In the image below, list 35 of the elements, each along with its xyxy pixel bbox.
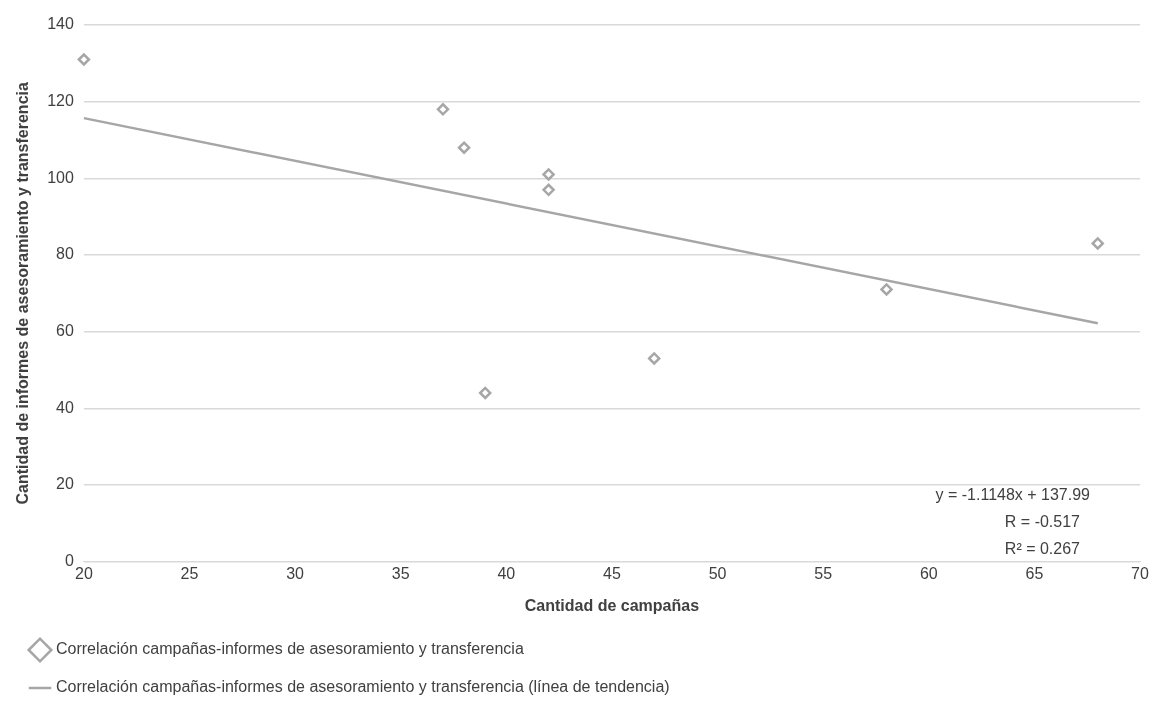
y-tick-label: 40 — [56, 398, 74, 416]
y-axis-title: Cantidad de informes de asesoramiento y transferencia — [14, 82, 32, 505]
x-tick-label: 45 — [603, 564, 621, 582]
point — [542, 183, 555, 197]
x-tick-label: 70 — [1131, 564, 1149, 582]
annotation: y = -1.1148x + 137.99 — [935, 485, 1091, 503]
y-tick-label: 60 — [56, 322, 74, 340]
y-tick-label: 80 — [56, 245, 74, 263]
x-tick-label: 30 — [286, 564, 305, 582]
x-tick-label: 40 — [497, 564, 516, 582]
legend-label: Correlación campañas-informes de asesoramiento y transferencia — [56, 640, 524, 658]
x-tick-label: 35 — [391, 564, 410, 582]
y-tick-label: 0 — [64, 552, 74, 570]
point — [478, 386, 492, 400]
point — [436, 103, 450, 116]
x-tick-label: 50 — [708, 564, 727, 582]
y-tick-label: 120 — [47, 92, 74, 110]
annotation: R = -0.517 — [1004, 512, 1081, 530]
point — [457, 141, 471, 154]
legend-label: Correlación campañas-informes de asesoramiento y transferencia (línea de tendencia) — [56, 678, 670, 696]
y-tick-label: 100 — [47, 168, 74, 186]
annotation: R² = 0.267 — [1004, 539, 1081, 557]
point — [542, 168, 555, 181]
y-tick-label: 20 — [56, 475, 74, 493]
x-tick-label: 55 — [814, 564, 833, 582]
point — [1091, 237, 1105, 250]
x-tick-label: 65 — [1025, 564, 1044, 582]
x-axis-title: Cantidad de campañas — [524, 596, 700, 614]
point — [647, 352, 661, 365]
x-tick-label: 20 — [75, 564, 93, 582]
point — [77, 53, 91, 66]
x-tick-label: 60 — [919, 564, 938, 582]
x-tick-label: 25 — [180, 564, 199, 582]
point — [880, 283, 893, 296]
y-tick-label: 140 — [47, 15, 74, 33]
